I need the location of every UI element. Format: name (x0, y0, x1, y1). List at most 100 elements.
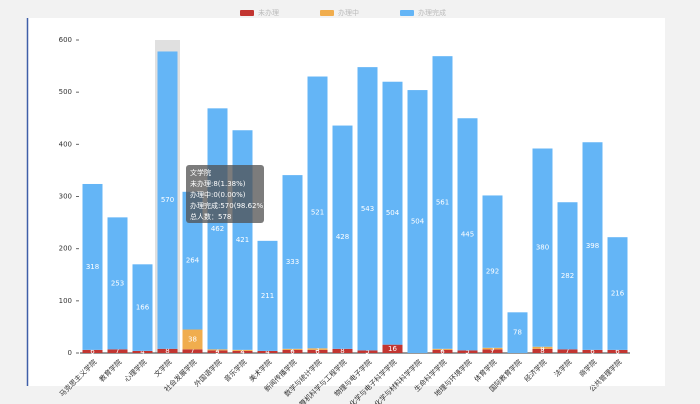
bar-segment (482, 195, 503, 348)
data-label: 7 (565, 347, 569, 355)
data-label: 7 (490, 347, 494, 355)
y-tick-label: 500 (59, 88, 72, 96)
data-label: 16 (388, 345, 397, 353)
data-label: 4 (140, 348, 145, 356)
data-label: 292 (486, 268, 499, 276)
data-label: 166 (136, 304, 150, 312)
tooltip-line: 办理中:0(0.00%) (190, 190, 246, 199)
data-label: 421 (236, 236, 249, 244)
data-label: 5 (465, 348, 469, 356)
data-label: 7 (190, 347, 194, 355)
data-label: 521 (311, 208, 324, 216)
bar-segment (307, 76, 328, 349)
bar-segment (157, 51, 178, 349)
tooltip-line: 总人数：578 (190, 212, 231, 221)
bar-segment (457, 118, 478, 351)
y-tick-label: 400 (59, 140, 72, 148)
bar-segment (557, 202, 578, 350)
bar-segment (532, 348, 553, 353)
bar-segment (132, 350, 153, 353)
bar-segment (282, 348, 303, 350)
bar-segment (432, 348, 453, 350)
data-label: 4 (540, 344, 545, 352)
data-label: 445 (461, 230, 474, 238)
legend-label: 未办理 (258, 8, 279, 17)
data-label: 8 (540, 347, 544, 355)
data-label: 5 (215, 348, 219, 356)
bar-segment (157, 348, 178, 353)
bar-segment (182, 349, 203, 353)
legend-swatch (240, 10, 254, 16)
data-label: 8 (165, 347, 169, 355)
data-label: 2 (290, 345, 294, 353)
bar-segment (507, 312, 528, 353)
bar-segment (582, 349, 603, 353)
bar-segment (307, 348, 328, 350)
bar-segment (357, 67, 378, 351)
bar-segment (482, 347, 503, 350)
data-label: 4 (265, 348, 270, 356)
legend-label: 办理完成 (418, 8, 446, 17)
data-label: 6 (315, 347, 320, 355)
bar-segment (607, 237, 628, 350)
data-label: 561 (436, 198, 449, 206)
tooltip-title: 文学院 (190, 168, 211, 177)
y-tick-label: 200 (59, 245, 72, 253)
data-label: 543 (361, 205, 374, 213)
data-label: 253 (111, 279, 124, 287)
bar-segment (332, 125, 353, 349)
data-label: 6 (440, 347, 445, 355)
data-label: 264 (186, 257, 200, 265)
bar-segment (557, 349, 578, 353)
data-label: 462 (211, 225, 224, 233)
y-tick-label: 100 (59, 297, 72, 305)
bar-segment (432, 56, 453, 349)
bar-segment (182, 329, 203, 350)
y-tick-label: 600 (59, 36, 72, 44)
bar-segment (332, 348, 353, 353)
bar-segment (457, 350, 478, 353)
data-label: 504 (411, 218, 425, 226)
bar-segment (132, 264, 153, 351)
bar-segment (532, 346, 553, 349)
bar-segment (282, 349, 303, 353)
bar-segment (107, 217, 128, 350)
data-label: 380 (536, 244, 549, 252)
bar-segment (432, 349, 453, 353)
data-label: 6 (590, 347, 595, 355)
data-label: 7 (115, 347, 119, 355)
bar-segment (232, 349, 253, 351)
data-label: 570 (161, 196, 174, 204)
bar-segment (232, 350, 253, 353)
bar-segment (257, 240, 278, 351)
data-label: 333 (286, 258, 299, 266)
bar-segment (257, 350, 278, 353)
bar-segment (482, 349, 503, 353)
data-label: 38 (188, 335, 197, 343)
data-label: 211 (261, 292, 274, 300)
legend-swatch (320, 10, 334, 16)
bar-segment (182, 191, 203, 330)
data-label: 504 (386, 209, 400, 217)
tooltip-line: 办理完成:570(98.62%) (190, 201, 266, 210)
bar-segment (107, 349, 128, 353)
data-label: 3 (315, 345, 319, 353)
bar-segment (82, 349, 103, 353)
data-label: 78 (513, 329, 522, 337)
bar-segment (607, 349, 628, 353)
bar-segment (282, 175, 303, 349)
data-label: 6 (615, 347, 620, 355)
data-label: 6 (290, 347, 295, 355)
bar-segment (382, 344, 403, 353)
data-label: 318 (86, 263, 99, 271)
data-label: 6 (90, 347, 95, 355)
bar-segment (357, 350, 378, 353)
bar-segment (532, 148, 553, 347)
data-label: 216 (611, 290, 625, 298)
bar-segment (207, 350, 228, 353)
data-label: 2 (240, 346, 244, 354)
data-label: 8 (340, 347, 344, 355)
data-label: 3 (490, 345, 494, 353)
bar-segment (382, 81, 403, 345)
